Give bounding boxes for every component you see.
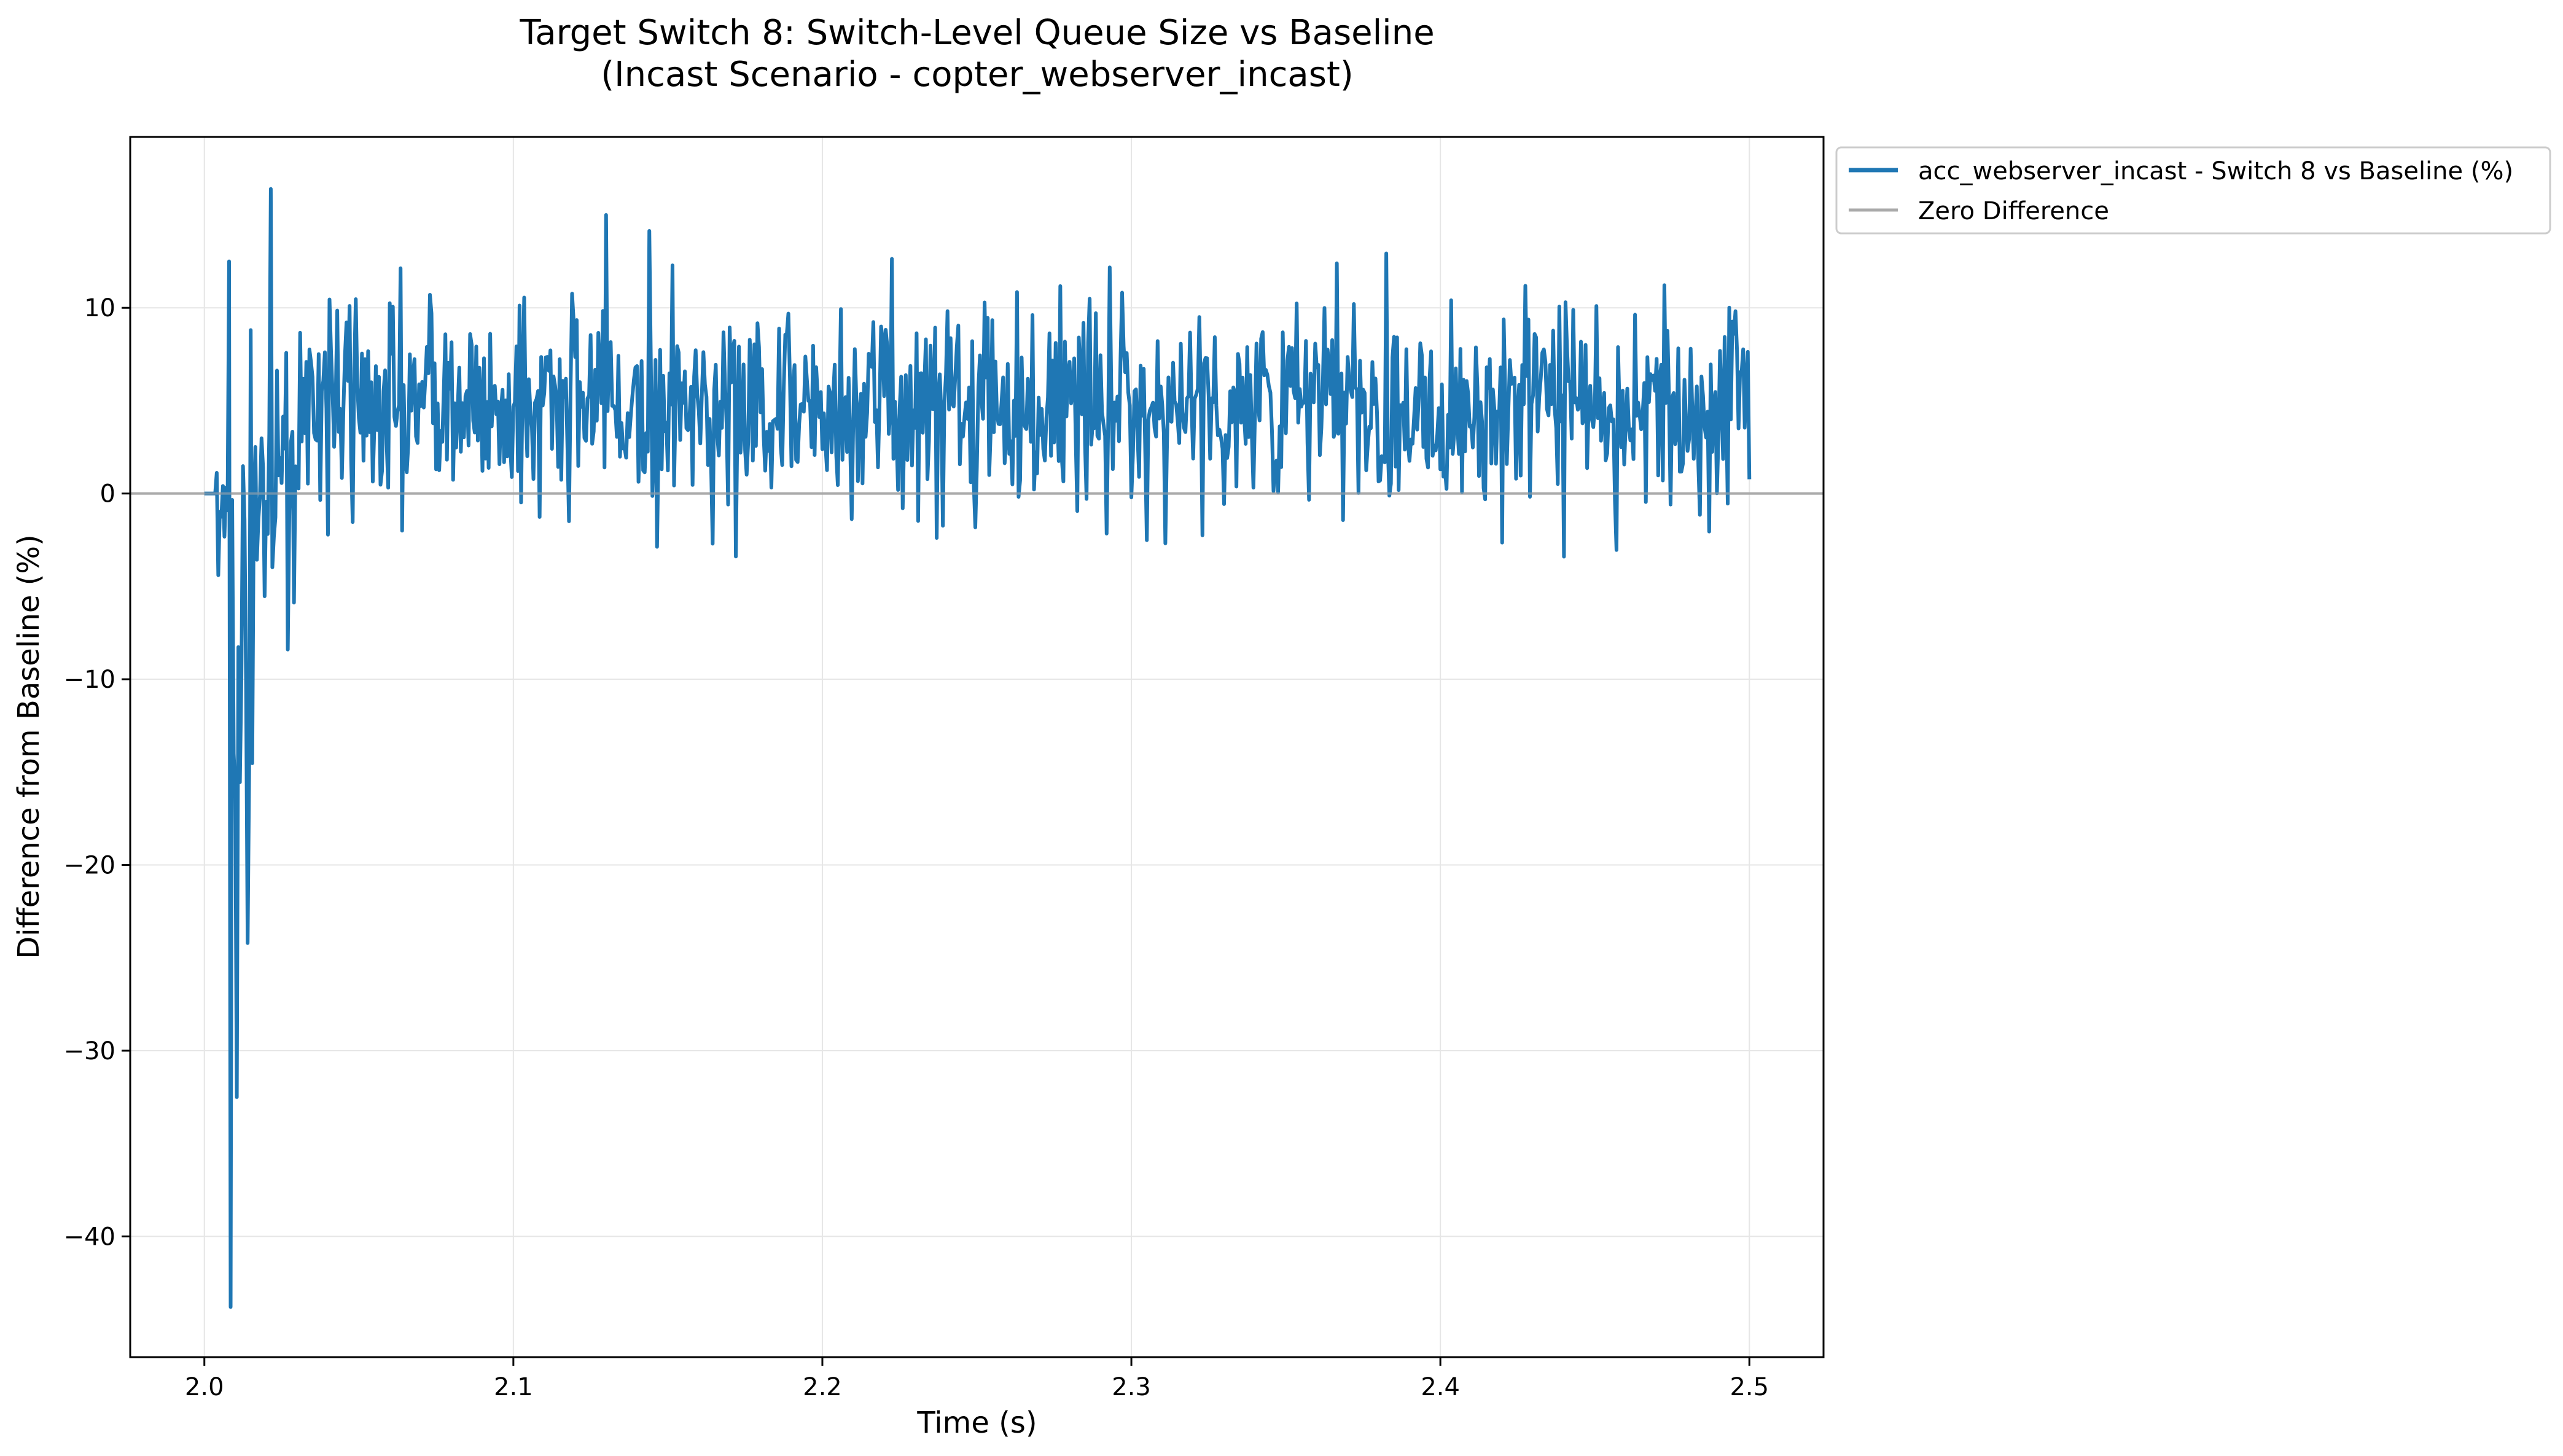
x-tick-label: 2.4	[1421, 1373, 1460, 1401]
legend: acc_webserver_incast - Switch 8 vs Basel…	[1835, 146, 2551, 235]
legend-entry-series: acc_webserver_incast - Switch 8 vs Basel…	[1918, 157, 2513, 185]
y-tick-label: −20	[64, 852, 115, 880]
x-axis: 2.0 2.1 2.2 2.3 2.4 2.5	[185, 1357, 1769, 1401]
y-tick-label: 10	[84, 294, 115, 322]
y-tick-label: −40	[64, 1223, 115, 1251]
x-tick-label: 2.3	[1112, 1373, 1151, 1401]
chart-title: Target Switch 8: Switch-Level Queue Size…	[519, 13, 1434, 53]
x-tick-label: 2.2	[803, 1373, 842, 1401]
y-axis: −40 −30 −20 −10 0 10	[64, 294, 130, 1251]
x-tick-label: 2.1	[494, 1373, 533, 1401]
x-tick-label: 2.0	[185, 1373, 224, 1401]
series-line-switch-8	[204, 187, 1752, 1309]
plot-lines	[130, 187, 1824, 1309]
y-tick-label: −30	[64, 1037, 115, 1065]
legend-box	[1835, 146, 2551, 235]
legend-entry-zero: Zero Difference	[1918, 197, 2109, 225]
x-tick-label: 2.5	[1730, 1373, 1769, 1401]
plot-frame	[129, 136, 1825, 1358]
y-tick-label: −10	[64, 666, 115, 694]
chart-subtitle: (Incast Scenario - copter_webserver_inca…	[601, 55, 1353, 95]
y-axis-label: Difference from Baseline (%)	[12, 534, 46, 959]
y-tick-label: 0	[100, 480, 115, 508]
x-axis-label: Time (s)	[916, 1406, 1037, 1440]
